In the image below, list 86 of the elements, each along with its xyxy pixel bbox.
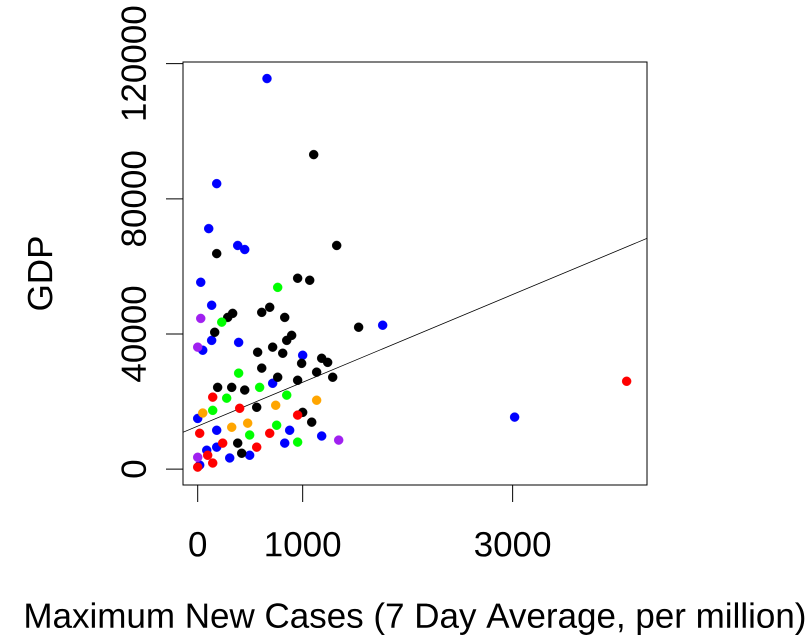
point bbox=[268, 342, 278, 352]
point bbox=[282, 336, 292, 346]
y-axis-title: GDP bbox=[28, 237, 52, 310]
point bbox=[242, 418, 252, 428]
point bbox=[278, 348, 288, 358]
point bbox=[265, 302, 274, 312]
point bbox=[322, 358, 332, 368]
point bbox=[212, 178, 222, 188]
x-tick-label: 0 bbox=[189, 532, 206, 557]
point bbox=[192, 452, 202, 462]
point bbox=[222, 393, 232, 403]
point bbox=[244, 450, 254, 460]
point bbox=[196, 314, 206, 324]
point bbox=[236, 448, 246, 458]
point bbox=[210, 328, 220, 337]
point bbox=[225, 453, 234, 463]
point bbox=[212, 248, 222, 258]
point bbox=[252, 348, 262, 357]
point bbox=[328, 372, 338, 382]
point bbox=[305, 276, 314, 285]
point bbox=[268, 378, 278, 388]
x-axis-title: Maximum New Cases (7 Day Average, per million) bbox=[26, 602, 804, 635]
point bbox=[298, 350, 308, 360]
point bbox=[208, 458, 218, 468]
point bbox=[257, 308, 266, 318]
y-tick-label: 80000 bbox=[121, 152, 146, 246]
point bbox=[292, 376, 302, 385]
point bbox=[334, 435, 344, 445]
point bbox=[194, 428, 204, 438]
point bbox=[378, 320, 388, 330]
point bbox=[354, 322, 364, 332]
point bbox=[312, 395, 322, 405]
point bbox=[244, 430, 254, 440]
point bbox=[284, 426, 294, 435]
point bbox=[316, 431, 326, 441]
point bbox=[265, 428, 274, 438]
point bbox=[332, 240, 342, 250]
point bbox=[270, 400, 280, 410]
x-tick-label: 3000 bbox=[475, 532, 550, 557]
point bbox=[232, 240, 242, 250]
point bbox=[272, 420, 282, 430]
point bbox=[192, 414, 202, 424]
y-tick-label: 40000 bbox=[121, 286, 146, 382]
point bbox=[252, 442, 262, 452]
point bbox=[217, 317, 226, 327]
point bbox=[198, 408, 208, 418]
point bbox=[252, 402, 262, 412]
point bbox=[622, 376, 632, 386]
point bbox=[240, 385, 250, 395]
point bbox=[192, 342, 202, 352]
point bbox=[272, 372, 282, 382]
y-tick-label: 120000 bbox=[121, 6, 146, 120]
point bbox=[280, 438, 290, 448]
point bbox=[218, 438, 228, 448]
point bbox=[212, 426, 222, 435]
point bbox=[234, 368, 244, 378]
point bbox=[202, 450, 212, 460]
point bbox=[196, 278, 206, 287]
point bbox=[234, 338, 244, 348]
point bbox=[510, 412, 520, 422]
point bbox=[257, 363, 266, 373]
point bbox=[292, 274, 302, 283]
point bbox=[292, 410, 302, 420]
point bbox=[212, 382, 222, 392]
point bbox=[307, 417, 316, 427]
point bbox=[204, 224, 214, 234]
point bbox=[206, 300, 216, 310]
point bbox=[280, 312, 290, 322]
point bbox=[272, 282, 282, 292]
point bbox=[208, 392, 218, 402]
x-tick-label: 1000 bbox=[266, 532, 340, 557]
point bbox=[208, 406, 218, 416]
point bbox=[206, 336, 216, 346]
y-tick-label: 0 bbox=[121, 460, 146, 478]
point bbox=[254, 382, 264, 392]
point bbox=[262, 74, 272, 84]
point bbox=[227, 422, 236, 432]
point bbox=[234, 404, 244, 414]
point bbox=[232, 438, 242, 448]
point bbox=[227, 382, 236, 392]
point bbox=[240, 244, 250, 254]
point bbox=[312, 367, 322, 377]
point bbox=[282, 390, 292, 400]
point bbox=[292, 437, 302, 447]
point bbox=[296, 358, 306, 368]
point bbox=[309, 150, 318, 160]
